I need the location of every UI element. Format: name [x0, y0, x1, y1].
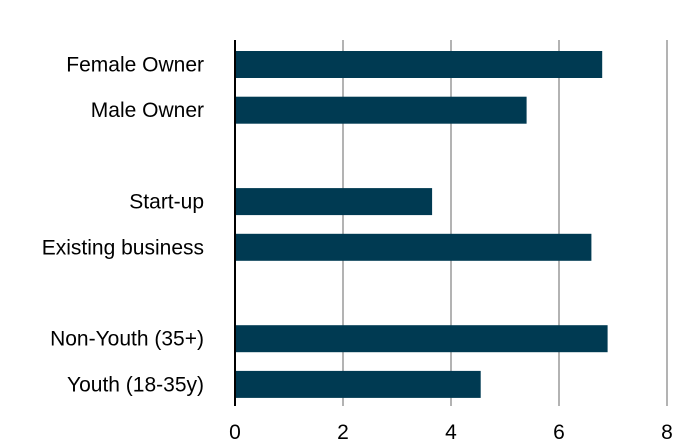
category-label: Male Owner	[91, 99, 204, 122]
x-tick-label: 4	[445, 421, 457, 444]
category-label-layer: Female Owner Male Owner Start-up Existing b…	[42, 54, 204, 397]
category-label: Youth (18-35y)	[67, 373, 204, 396]
bar	[235, 188, 433, 216]
x-tick-label: 6	[553, 421, 565, 444]
bar	[235, 233, 592, 261]
x-tick-label: 8	[661, 421, 673, 444]
bar	[235, 51, 603, 78]
bar	[235, 325, 608, 353]
bar	[235, 96, 527, 124]
x-tick-label: 2	[337, 421, 349, 444]
bar	[235, 370, 481, 398]
category-label: Start-up	[129, 191, 204, 214]
bar-layer	[235, 51, 608, 398]
category-label: Non-Youth (35+)	[50, 328, 204, 351]
tick-label-layer: 0 2 4 6 8	[229, 421, 673, 444]
x-tick-label: 0	[229, 421, 241, 444]
category-label: Existing business	[42, 236, 204, 259]
category-label: Female Owner	[66, 54, 204, 77]
